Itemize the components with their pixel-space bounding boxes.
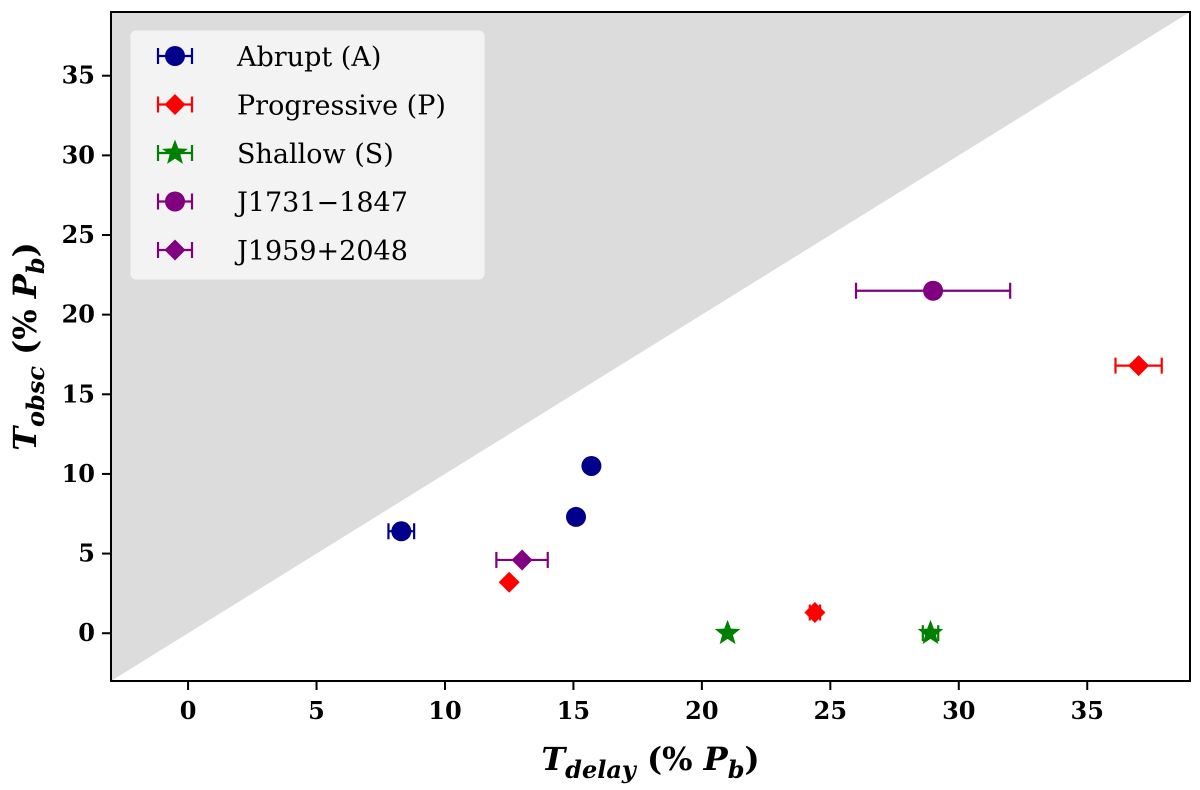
y-tick-label-2: 10	[62, 459, 95, 488]
legend-label-2: Shallow (S)	[237, 139, 394, 170]
legend-label-1: Progressive (P)	[237, 91, 446, 122]
data-point-1-1	[804, 602, 826, 624]
series-progressive-p-	[498, 355, 1163, 624]
legend-box	[129, 29, 486, 281]
legend-marker-0	[165, 46, 185, 66]
series-j1731-1847	[854, 280, 1012, 301]
x-tick-label-4: 20	[685, 696, 718, 725]
y-tick-label-1: 5	[78, 539, 95, 568]
x-tick-label-0: 0	[180, 696, 197, 725]
legend: Abrupt (A) Progressive (P) Shallow (S) J173…	[129, 29, 486, 281]
data-point-2-1	[917, 619, 944, 645]
x-tick-label-7: 35	[1071, 696, 1104, 725]
data-point-2-0	[714, 619, 741, 645]
x-tick-label-5: 25	[814, 696, 847, 725]
legend-entry-4: J1959+2048	[156, 236, 408, 267]
legend-entry-3: J1731−1847	[156, 188, 408, 219]
data-point-0-0	[391, 521, 412, 542]
data-point-4-0	[511, 549, 533, 571]
series-abrupt-a-	[387, 455, 602, 542]
y-tick-label-3: 15	[62, 379, 95, 408]
y-tick-label-6: 30	[62, 140, 95, 169]
data-point-3-0	[923, 280, 944, 301]
legend-marker-2	[162, 139, 188, 164]
data-point-0-2	[581, 455, 602, 476]
y-axis-label: Tobsc (% Pb)	[6, 242, 50, 451]
legend-label-0: Abrupt (A)	[236, 42, 381, 73]
axes: 0 5 10 15 20 25 30 35 0 5 10 15 20 25 30 35	[62, 11, 1191, 725]
legend-marker-4	[164, 239, 186, 261]
x-tick-label-6: 30	[942, 696, 975, 725]
x-tick-label-2: 10	[428, 696, 461, 725]
legend-label-3: J1731−1847	[234, 188, 408, 219]
axes-frame	[110, 11, 1191, 682]
legend-label-4: J1959+2048	[234, 236, 408, 267]
series-j1959-2048	[495, 549, 549, 571]
y-tick-label-5: 25	[62, 220, 95, 249]
series-shallow-s-	[714, 619, 944, 645]
y-tick-label-7: 35	[62, 61, 95, 90]
x-tick-label-1: 5	[308, 696, 325, 725]
x-tick-label-3: 15	[557, 696, 590, 725]
y-tick-label-4: 20	[62, 300, 95, 329]
legend-marker-3	[165, 191, 185, 212]
data-point-1-2	[1128, 355, 1150, 377]
legend-entry-0: Abrupt (A)	[156, 42, 381, 73]
legend-marker-1	[164, 94, 186, 115]
data-point-1-0	[498, 571, 520, 593]
data-point-0-1	[565, 506, 586, 527]
legend-entry-1: Progressive (P)	[156, 91, 446, 122]
legend-entry-2: Shallow (S)	[156, 139, 394, 170]
axis-labels: Tdelay (% Pb) Tobsc (% Pb)	[6, 242, 760, 784]
x-axis-label: Tdelay (% Pb)	[541, 740, 759, 784]
y-tick-label-0: 0	[78, 618, 95, 647]
